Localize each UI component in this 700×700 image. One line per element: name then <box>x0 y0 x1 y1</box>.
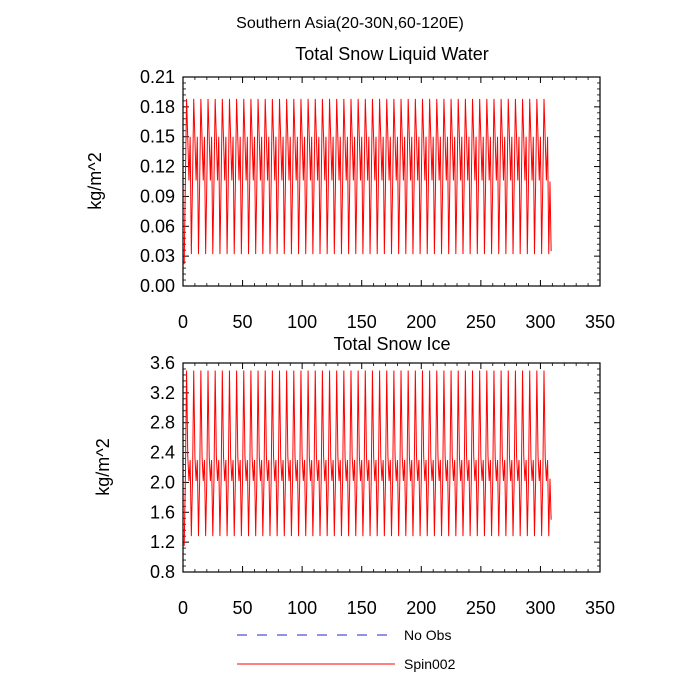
panel-snow-ice: Total Snow Ice 0.81.21.62.02.42.83.23.6 … <box>93 334 615 618</box>
legend-no-obs-label: No Obs <box>404 627 451 643</box>
y-tick-label: 0.09 <box>140 186 175 206</box>
x-tick-label: 50 <box>233 598 253 618</box>
y-tick-label: 2.8 <box>150 413 175 433</box>
panel-1-title: Total Snow Liquid Water <box>295 44 488 64</box>
y-tick-label: 0.18 <box>140 97 175 117</box>
y-tick-label: 2.4 <box>150 443 175 463</box>
y-tick-label: 1.6 <box>150 502 175 522</box>
y-tick-label: 3.6 <box>150 353 175 373</box>
x-tick-label: 250 <box>466 598 496 618</box>
figure-main-title: Southern Asia(20-30N,60-120E) <box>236 15 464 32</box>
x-tick-label: 250 <box>466 312 496 332</box>
x-tick-label: 350 <box>585 598 615 618</box>
y-tick-label: 0.21 <box>140 67 175 87</box>
x-tick-label: 150 <box>347 598 377 618</box>
x-tick-label: 0 <box>178 312 188 332</box>
x-tick-label: 0 <box>178 598 188 618</box>
y-tick-label: 0.06 <box>140 216 175 236</box>
x-tick-label: 200 <box>406 598 436 618</box>
panel-2-title: Total Snow Ice <box>333 334 450 354</box>
y-tick-label: 0.03 <box>140 246 175 266</box>
y-tick-label: 0.12 <box>140 157 175 177</box>
x-tick-label: 100 <box>287 598 317 618</box>
y-tick-label: 2.0 <box>150 472 175 492</box>
x-tick-label: 100 <box>287 312 317 332</box>
panel-2-y-axis-label: kg/m^2 <box>93 438 113 495</box>
x-tick-label: 300 <box>525 312 555 332</box>
y-tick-label: 1.2 <box>150 532 175 552</box>
panel-1-frame <box>182 76 601 287</box>
x-tick-label: 200 <box>406 312 436 332</box>
panel-1-series-line <box>183 98 552 265</box>
y-tick-label: 0.00 <box>140 276 175 296</box>
x-tick-label: 150 <box>347 312 377 332</box>
panel-2-frame <box>182 362 601 573</box>
y-tick-label: 0.15 <box>140 127 175 147</box>
panel-2-x-tick-labels: 0 50 100 150 200 250 300 350 <box>178 598 615 618</box>
panel-1-y-axis-label: kg/m^2 <box>85 152 105 209</box>
x-tick-label: 350 <box>585 312 615 332</box>
panel-1-x-tick-labels: 0 50 100 150 200 250 300 350 <box>178 312 615 332</box>
panel-2-y-tick-labels: 0.8 1.2 1.6 2.0 2.4 2.8 3.2 3.6 <box>150 353 175 582</box>
y-tick-label: 3.2 <box>150 383 175 403</box>
panel-1-y-tick-labels: 0.00 0.03 0.06 0.09 0.12 0.15 0.18 0.21 <box>140 67 175 296</box>
x-tick-label: 300 <box>525 598 555 618</box>
y-tick-label: 0.8 <box>150 562 175 582</box>
legend: No Obs Spin002 <box>237 627 456 672</box>
x-tick-label: 50 <box>233 312 253 332</box>
panel-2-series-line <box>183 370 552 546</box>
panel-snow-liquid-water: Total Snow Liquid Water 0.00 0.03 0.06 0.09… <box>85 44 615 332</box>
legend-spin002-label: Spin002 <box>404 656 456 672</box>
